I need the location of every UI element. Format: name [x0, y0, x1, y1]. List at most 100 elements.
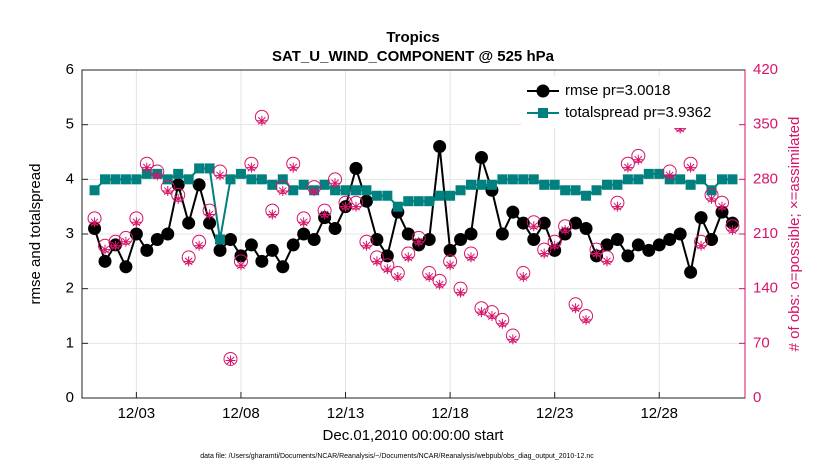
point — [497, 318, 508, 329]
y2-tick-label: 420 — [753, 61, 778, 78]
point — [727, 225, 738, 236]
point — [340, 185, 351, 196]
y-axis-label: rmse and totalspread — [27, 164, 44, 305]
chart-subtitle: SAT_U_WIND_COMPONENT @ 525 hPa — [272, 48, 555, 65]
point — [140, 243, 154, 257]
point — [204, 163, 215, 174]
point — [549, 240, 560, 251]
point — [371, 190, 382, 201]
y2-tick-label: 140 — [753, 280, 778, 297]
point — [631, 238, 645, 252]
point — [173, 168, 184, 179]
point — [120, 174, 131, 185]
point — [527, 232, 541, 246]
point — [610, 232, 624, 246]
y2-tick-label: 70 — [753, 334, 770, 351]
point — [549, 179, 560, 190]
point — [621, 249, 635, 263]
point — [246, 174, 257, 185]
point — [380, 249, 394, 263]
point — [486, 311, 497, 321]
point — [685, 179, 696, 190]
point — [371, 256, 382, 267]
point — [319, 209, 330, 220]
y2-tick-label: 280 — [753, 170, 778, 187]
point — [570, 303, 581, 314]
point — [591, 185, 602, 196]
point — [204, 209, 215, 220]
point — [401, 227, 415, 241]
point — [581, 314, 592, 325]
point — [110, 240, 121, 251]
point — [350, 201, 361, 212]
x-tick-label: 12/03 — [118, 405, 156, 422]
point — [434, 190, 445, 201]
point — [486, 179, 497, 190]
series-line — [93, 146, 734, 273]
point — [162, 186, 173, 197]
point — [675, 174, 686, 185]
point — [507, 334, 518, 345]
point — [152, 170, 163, 181]
y2-tick-label: 350 — [753, 116, 778, 133]
point — [256, 115, 267, 126]
point — [727, 174, 738, 185]
point — [424, 271, 435, 282]
y2-axis-label: # of obs: o=possible; ×=assimilated — [786, 117, 803, 352]
legend-box — [521, 76, 739, 128]
point — [413, 236, 424, 247]
point — [654, 168, 665, 179]
point — [141, 162, 152, 173]
point — [182, 216, 196, 230]
point — [706, 193, 717, 204]
point — [100, 244, 111, 255]
point — [309, 186, 320, 197]
point — [474, 150, 488, 164]
point — [569, 216, 583, 230]
point — [696, 174, 707, 185]
point — [141, 168, 152, 179]
point — [403, 196, 414, 207]
point — [192, 178, 206, 192]
point — [225, 174, 236, 185]
point — [215, 234, 226, 245]
point — [495, 227, 509, 241]
point — [215, 170, 226, 181]
point — [286, 238, 300, 252]
point — [330, 178, 341, 189]
point — [255, 254, 269, 268]
point — [162, 174, 173, 185]
point — [361, 240, 372, 251]
point — [518, 174, 529, 185]
point — [455, 287, 466, 298]
point — [183, 174, 194, 185]
point — [297, 227, 311, 241]
y-tick-label: 0 — [66, 389, 74, 406]
point — [612, 201, 623, 212]
point — [601, 256, 612, 267]
point — [673, 227, 687, 241]
point — [539, 179, 550, 190]
point — [256, 174, 267, 185]
point — [370, 232, 384, 246]
point — [120, 236, 131, 247]
point — [506, 205, 520, 219]
point — [89, 217, 100, 228]
point — [361, 185, 372, 196]
point — [288, 185, 299, 196]
point — [424, 196, 435, 207]
point — [476, 179, 487, 190]
point — [464, 227, 478, 241]
y-tick-label: 2 — [66, 280, 74, 297]
legend-marker — [536, 84, 550, 98]
point — [129, 227, 143, 241]
point — [663, 232, 677, 246]
point — [476, 307, 487, 318]
point — [716, 201, 727, 212]
point — [194, 240, 205, 251]
point — [89, 185, 100, 196]
point — [244, 238, 258, 252]
point — [528, 174, 539, 185]
point — [507, 174, 518, 185]
y-tick-label: 1 — [66, 334, 74, 351]
